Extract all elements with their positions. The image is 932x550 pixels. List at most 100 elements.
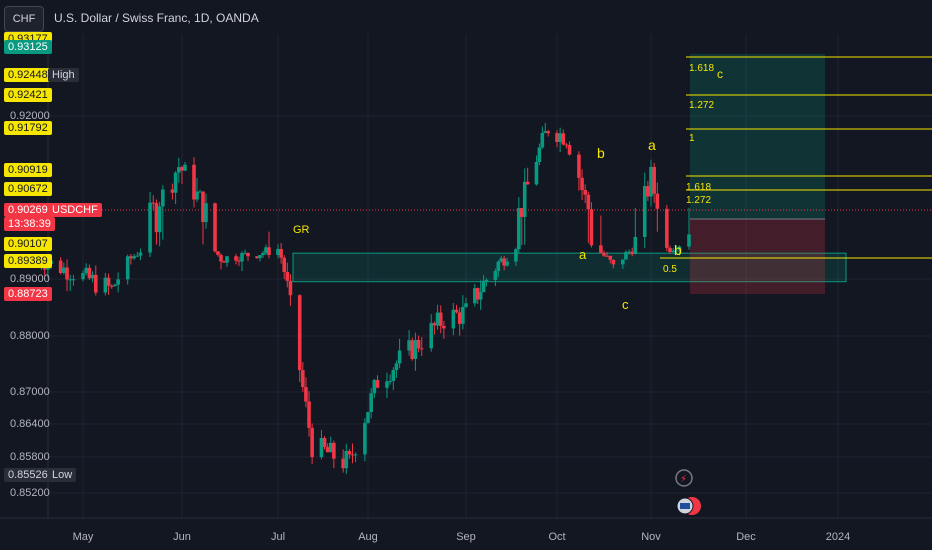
fib-1-label: 1 — [689, 133, 695, 144]
candle-body — [454, 309, 459, 313]
candle-body — [464, 303, 468, 307]
price-axis-label: 0.89389 — [4, 254, 52, 268]
y-axis-tick-label: 0.85800 — [10, 451, 50, 463]
candle-body — [671, 250, 675, 253]
price-axis-label: 0.92448 — [4, 68, 52, 82]
candle-body — [154, 203, 159, 233]
candle-body — [586, 194, 591, 210]
candle-body — [297, 295, 302, 371]
candle-body — [113, 284, 117, 287]
price-axis-label: 0.88723 — [4, 287, 52, 301]
candle-body — [301, 370, 305, 388]
candle-body — [564, 144, 569, 146]
candle-body — [429, 323, 434, 349]
candle-body — [116, 279, 120, 285]
candle-body — [577, 154, 581, 178]
candle-body — [457, 312, 462, 324]
candle-body — [180, 167, 184, 171]
candle-body — [109, 285, 114, 287]
candle-body — [138, 252, 143, 256]
symbol-button[interactable]: CHF — [4, 6, 44, 32]
candle-body — [589, 209, 594, 246]
candle-body — [621, 259, 625, 265]
candle-body — [633, 236, 638, 255]
candle-body — [525, 181, 530, 185]
candle-body — [350, 454, 355, 456]
candle-body — [310, 427, 314, 458]
demand-zone — [292, 252, 847, 283]
y-axis-tick-label: 0.86400 — [10, 418, 50, 430]
candle-body — [58, 260, 63, 273]
candle-body — [279, 248, 283, 258]
lightning-glyph-icon: ⚡ — [680, 474, 687, 485]
y-axis-tick-label: 0.88000 — [10, 330, 50, 342]
candle-body — [151, 202, 156, 204]
x-axis-tick-label: Sep — [456, 531, 476, 543]
candle-body — [517, 208, 521, 250]
candle-body — [328, 442, 333, 453]
x-axis-tick-label: Jul — [271, 531, 285, 543]
price-axis-label: 0.90107 — [4, 237, 52, 251]
fib-1272-low-label: 1.272 — [686, 195, 711, 206]
candle-body — [496, 261, 501, 272]
candle-body — [646, 186, 650, 197]
candle-body — [543, 131, 548, 134]
candle-body — [240, 253, 244, 262]
price-axis-label: 0.90672 — [4, 182, 52, 196]
price-axis-label: 0.90269 — [4, 203, 52, 217]
fib-1618-top-label: 1.618 — [689, 63, 714, 74]
wave-b-top-label: b — [597, 145, 605, 161]
wave-b-right-label: b — [674, 242, 682, 258]
candle-body — [388, 380, 392, 382]
candle-body — [243, 252, 247, 254]
candle-body — [183, 164, 187, 171]
candle-body — [234, 256, 238, 261]
candle-body — [419, 348, 424, 350]
candle-body — [204, 203, 208, 223]
flag-stripe-icon — [680, 503, 690, 509]
candle-body — [473, 288, 477, 304]
candle-body — [534, 161, 539, 185]
fib-05-label: 0.5 — [663, 264, 677, 275]
candle-body — [93, 274, 98, 293]
candle-body — [540, 133, 545, 148]
candle-body — [90, 274, 95, 279]
candle-body — [407, 340, 411, 351]
candle-body — [237, 260, 241, 262]
candle-body — [161, 189, 165, 207]
x-axis-tick-label: 2024 — [826, 531, 850, 543]
candle-body — [219, 254, 223, 262]
price-tag-caption: High — [48, 68, 79, 82]
x-axis-tick-label: May — [73, 531, 94, 543]
candle-body — [353, 454, 358, 456]
target-zone — [690, 53, 825, 219]
candle-body — [261, 252, 265, 256]
candle-body — [493, 271, 498, 280]
candle-body — [499, 258, 504, 262]
candle-body — [665, 208, 669, 248]
candle-body — [605, 255, 609, 257]
candle-body — [505, 261, 509, 266]
candle-body — [106, 277, 111, 286]
wave-c-low-label: c — [622, 297, 629, 312]
candle-body — [624, 252, 628, 260]
candle-body — [475, 288, 480, 300]
x-axis-tick-label: Nov — [641, 531, 661, 543]
candle-body — [71, 279, 76, 281]
candle-body — [322, 437, 327, 448]
gr-label: GR — [293, 224, 310, 236]
candle-body — [363, 422, 367, 455]
candle-body — [344, 451, 349, 469]
candle-body — [599, 245, 603, 253]
candle-body — [192, 164, 196, 200]
candle-body — [347, 451, 352, 455]
fib-1272-top-label: 1.272 — [689, 100, 714, 111]
chart-header: CHF U.S. Dollar / Swiss Franc, 1D, OANDA — [0, 0, 932, 34]
countdown-label: 13:38:39 — [4, 217, 55, 231]
candle-body — [222, 261, 226, 263]
candle-body — [307, 401, 311, 428]
candle-body — [285, 271, 290, 281]
event-lightning-icon — [675, 469, 693, 487]
candle-body — [484, 279, 489, 281]
